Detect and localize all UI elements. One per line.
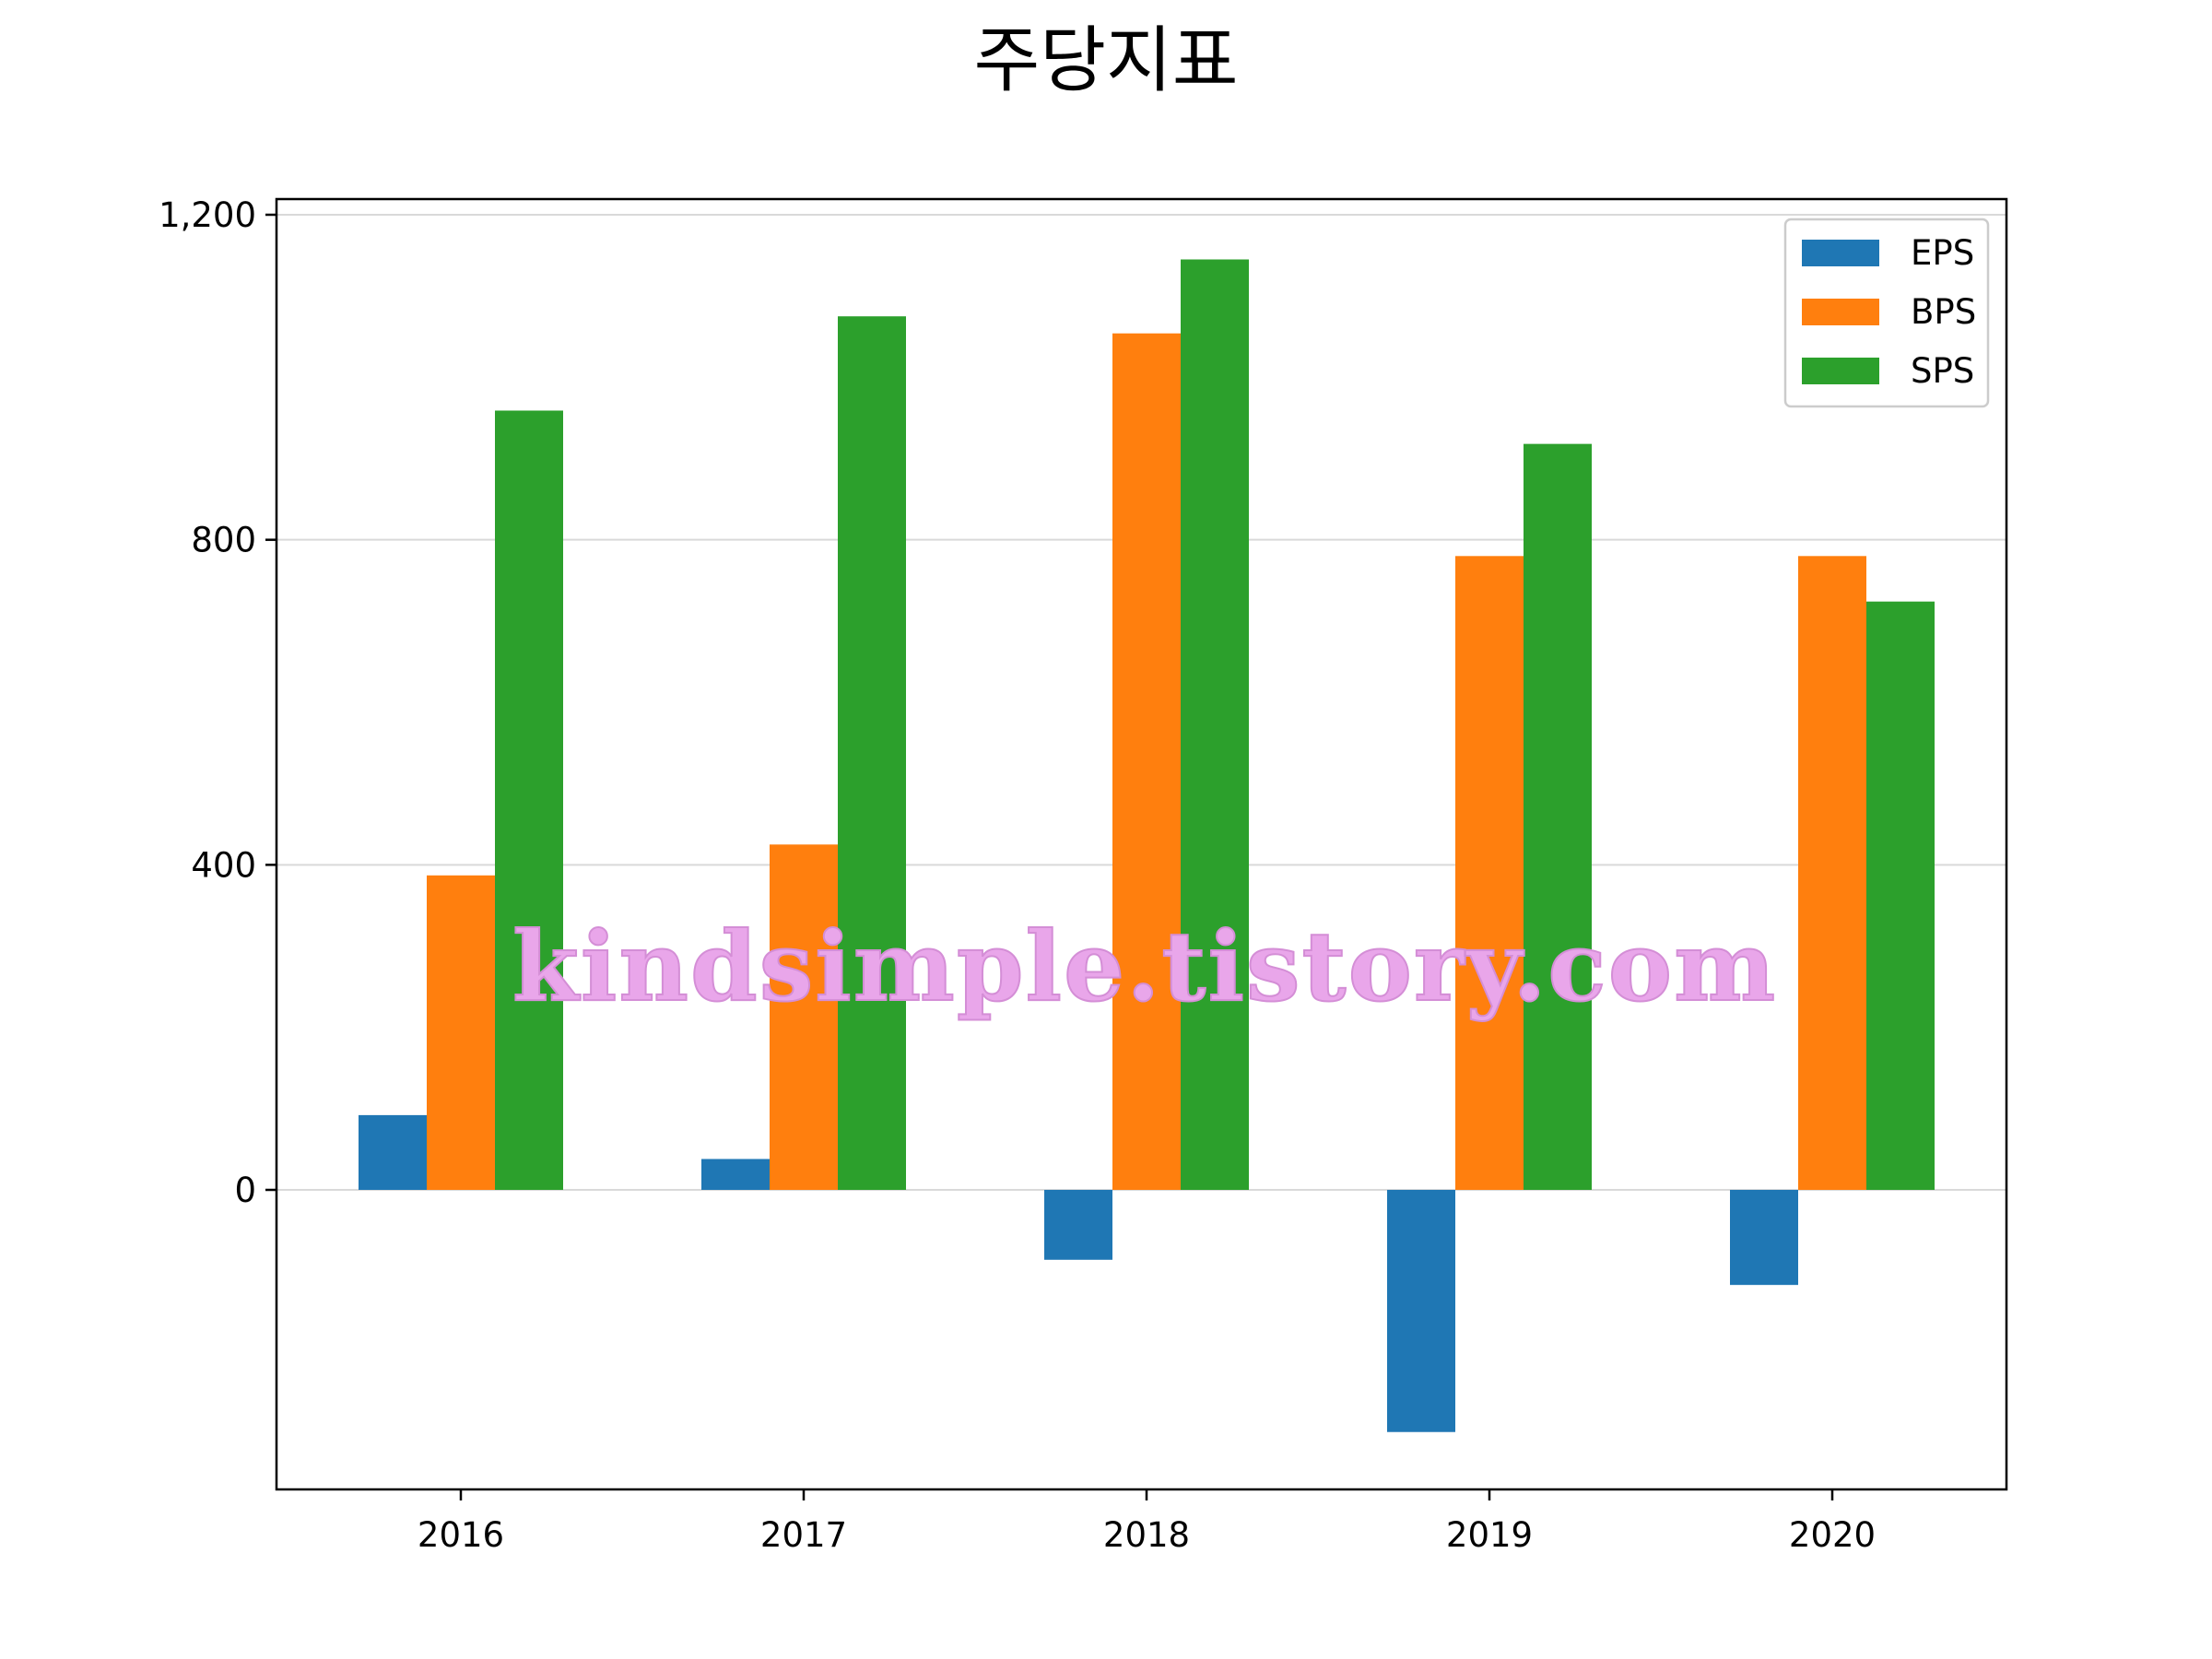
bar-sps-2017 xyxy=(838,316,906,1190)
bar-eps-2018 xyxy=(1044,1190,1112,1260)
bar-sps-2018 xyxy=(1181,259,1249,1190)
bar-bps-2019 xyxy=(1455,556,1524,1190)
x-tick-label: 2019 xyxy=(1446,1515,1533,1555)
legend: EPS BPS SPS xyxy=(1783,218,1990,408)
bars xyxy=(359,259,1935,1432)
y-tick-label: 0 xyxy=(234,1171,256,1210)
x-axis: 2016 2017 2018 2019 2020 xyxy=(418,1489,1876,1555)
y-tick-label: 400 xyxy=(191,845,256,885)
bar-sps-2020 xyxy=(1866,601,1935,1190)
bar-bps-2020 xyxy=(1798,556,1866,1190)
x-tick-label: 2020 xyxy=(1789,1515,1876,1555)
plot-frame xyxy=(275,197,2008,1491)
y-tick-label: 1,200 xyxy=(159,195,256,235)
legend-label-eps: EPS xyxy=(1911,233,1974,273)
y-axis: 0 400 800 1,200 xyxy=(159,195,276,1210)
bar-eps-2017 xyxy=(701,1159,770,1190)
bar-eps-2019 xyxy=(1387,1190,1455,1432)
x-tick-label: 2016 xyxy=(418,1515,504,1555)
bar-eps-2016 xyxy=(359,1114,427,1190)
x-tick-label: 2017 xyxy=(760,1515,847,1555)
y-tick-label: 800 xyxy=(191,521,256,560)
x-tick-label: 2018 xyxy=(1103,1515,1190,1555)
chart-title: 주당지표 xyxy=(973,19,1238,102)
bar-sps-2019 xyxy=(1524,443,1592,1190)
legend-swatch-bps xyxy=(1802,299,1879,325)
watermark: kindsimple.tistory.com xyxy=(512,910,1777,1023)
bar-eps-2020 xyxy=(1730,1190,1798,1286)
legend-swatch-eps xyxy=(1802,240,1879,266)
bar-bps-2018 xyxy=(1112,333,1181,1190)
legend-label-sps: SPS xyxy=(1911,351,1974,391)
bar-bps-2017 xyxy=(770,844,838,1190)
legend-swatch-sps xyxy=(1802,358,1879,384)
bar-sps-2016 xyxy=(495,410,563,1190)
bar-bps-2016 xyxy=(427,875,495,1190)
legend-label-bps: BPS xyxy=(1911,292,1976,332)
